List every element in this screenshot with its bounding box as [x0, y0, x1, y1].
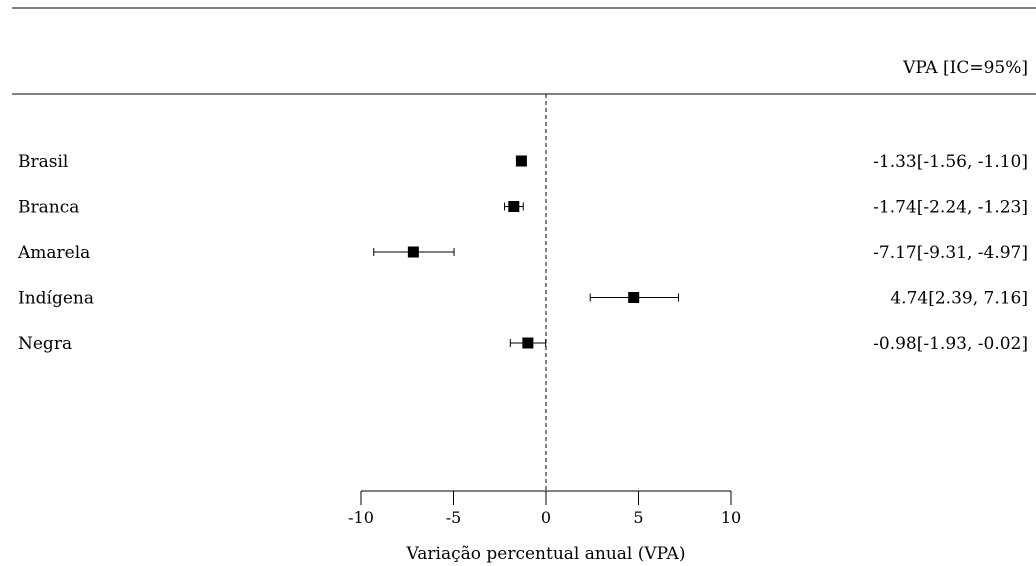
row-label: Negra [18, 334, 72, 354]
ci-value-label: -1.33[-1.56, -1.10] [873, 152, 1028, 172]
forest-row: Amarela -7.17[-9.31, -4.97] [17, 243, 1028, 263]
forest-row: Indígena 4.74[2.39, 7.16] [18, 289, 1028, 309]
forest-row: Negra -0.98[-1.93, -0.02] [18, 334, 1028, 354]
point-estimate-marker [515, 155, 527, 167]
x-tick-label: -10 [348, 508, 374, 527]
point-estimate-marker [508, 201, 520, 212]
row-label: Amarela [17, 243, 90, 263]
row-label: Branca [18, 198, 79, 218]
x-tick-label: 10 [721, 508, 741, 527]
point-estimate-marker [522, 337, 534, 349]
ci-column-header: VPA [IC=95%] [902, 58, 1028, 78]
ci-value-label: -7.17[-9.31, -4.97] [873, 243, 1028, 263]
x-axis-title: Variação percentual anual (VPA) [406, 544, 686, 564]
x-tick-label: -5 [446, 508, 462, 527]
x-tick-label: 0 [541, 508, 551, 527]
row-label: Brasil [18, 152, 68, 172]
point-estimate-marker [407, 246, 419, 258]
row-label: Indígena [18, 289, 94, 309]
x-axis: -10 -5 0 5 10 [348, 490, 741, 527]
point-estimate-marker [628, 292, 640, 303]
ci-value-label: 4.74[2.39, 7.16] [890, 289, 1028, 309]
x-tick-label: 5 [633, 508, 643, 527]
forest-row: Brasil -1.33[-1.56, -1.10] [18, 152, 1028, 172]
ci-value-label: -0.98[-1.93, -0.02] [873, 334, 1028, 354]
ci-value-label: -1.74[-2.24, -1.23] [873, 198, 1028, 218]
forest-row: Branca -1.74[-2.24, -1.23] [18, 198, 1028, 218]
rows-layer: Brasil -1.33[-1.56, -1.10] Branca -1.74[-2.… [17, 152, 1028, 354]
